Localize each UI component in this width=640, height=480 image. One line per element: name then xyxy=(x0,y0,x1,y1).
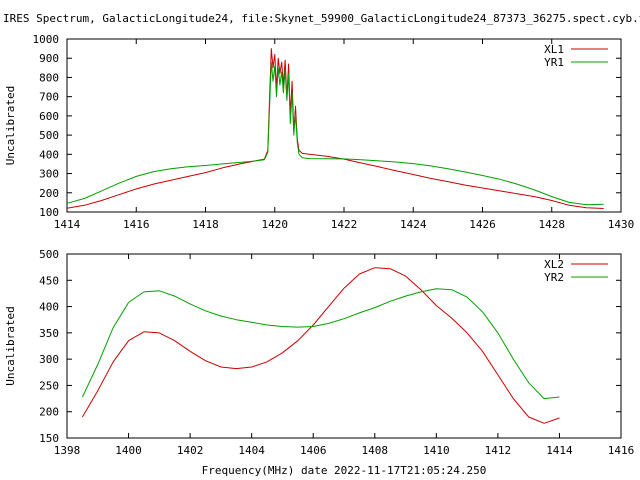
x-tick-label: 1418 xyxy=(192,218,219,231)
x-tick-label: 1426 xyxy=(469,218,496,231)
x-tick-label: 1422 xyxy=(331,218,358,231)
x-tick-label: 1402 xyxy=(177,444,204,457)
chart-panel-2: 150 200 250 300 350 400 450 500 1398 1400 1402 1404… xyxy=(4,248,634,477)
y-tick-label: 300 xyxy=(39,168,59,181)
x-tick-label: 1416 xyxy=(608,444,635,457)
x-tick-label: 1398 xyxy=(54,444,81,457)
figure-title: IRES Spectrum, GalacticLongitude24, file… xyxy=(3,12,640,25)
x-tick-label: 1404 xyxy=(238,444,265,457)
y-tick-label: 700 xyxy=(39,91,59,104)
x-tick-label: 1412 xyxy=(485,444,512,457)
x-tick-label: 1416 xyxy=(123,218,150,231)
y-tick-label: 400 xyxy=(39,301,59,314)
y-tick-label: 350 xyxy=(39,327,59,340)
legend-label-yr2: YR2 xyxy=(544,271,564,284)
plot-frame xyxy=(66,253,622,439)
x-tick-label: 1420 xyxy=(262,218,289,231)
legend-label-xl2: XL2 xyxy=(544,258,564,271)
x-tick-label: 1408 xyxy=(362,444,389,457)
x-tick-label: 1428 xyxy=(539,218,566,231)
y-tick-label: 250 xyxy=(39,379,59,392)
y-tick-label: 450 xyxy=(39,274,59,287)
series-line-xl1 xyxy=(66,48,604,209)
x-tick-label: 1430 xyxy=(608,218,635,231)
x-tick-label: 1400 xyxy=(115,444,142,457)
legend-label-xl1: XL1 xyxy=(544,43,564,56)
y-tick-label: 800 xyxy=(39,71,59,84)
series-line-xl2 xyxy=(81,267,560,424)
y-tick-label: 900 xyxy=(39,52,59,65)
chart-panel-1: 100 200 300 400 500 600 700 800 900 1000 1414 1416 1… xyxy=(4,33,634,231)
y-tick-label: 300 xyxy=(39,353,59,366)
y-tick-label: 100 xyxy=(39,206,59,219)
x-axis-label: Frequency(MHz) date 2022-11-17T21:05:24.… xyxy=(202,464,487,477)
y-tick-label: 500 xyxy=(39,129,59,142)
x-tick-label: 1424 xyxy=(400,218,427,231)
y-tick-label: 600 xyxy=(39,110,59,123)
y-tick-label: 200 xyxy=(39,187,59,200)
legend-label-yr1: YR1 xyxy=(544,56,564,69)
y-tick-label: 200 xyxy=(39,406,59,419)
x-tick-label: 1410 xyxy=(423,444,450,457)
y-tick-label: 500 xyxy=(39,248,59,261)
y-tick-label: 150 xyxy=(39,432,59,445)
series-line-yr2 xyxy=(81,288,560,400)
y-tick-label: 400 xyxy=(39,148,59,161)
y-axis-label: Uncalibrated xyxy=(4,86,17,165)
x-tick-label: 1414 xyxy=(546,444,573,457)
series-line-yr1 xyxy=(66,61,604,206)
y-axis-label: Uncalibrated xyxy=(4,306,17,385)
x-tick-label: 1414 xyxy=(54,218,81,231)
x-tick-label: 1406 xyxy=(300,444,327,457)
y-tick-label: 1000 xyxy=(33,33,60,46)
